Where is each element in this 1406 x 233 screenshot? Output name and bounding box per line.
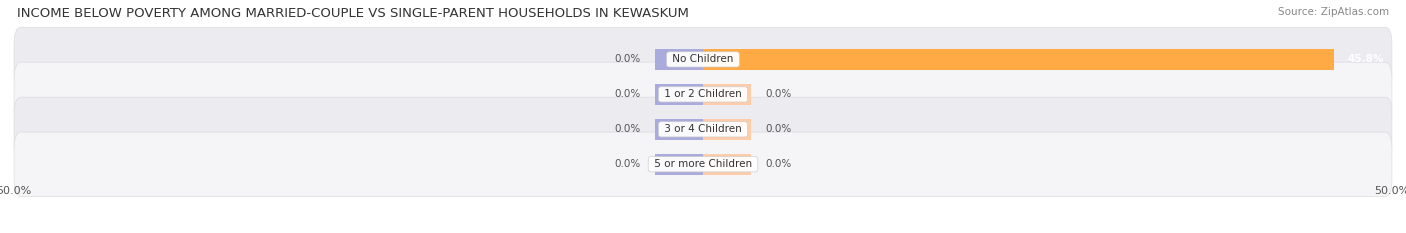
Text: 5 or more Children: 5 or more Children bbox=[651, 159, 755, 169]
Text: 0.0%: 0.0% bbox=[765, 124, 792, 134]
Bar bbox=[703, 49, 1334, 70]
Text: 0.0%: 0.0% bbox=[614, 55, 641, 64]
Text: 0.0%: 0.0% bbox=[614, 159, 641, 169]
Bar bbox=[703, 154, 751, 175]
Text: No Children: No Children bbox=[669, 55, 737, 64]
Bar bbox=[655, 49, 703, 70]
Text: 0.0%: 0.0% bbox=[614, 124, 641, 134]
Text: 0.0%: 0.0% bbox=[765, 89, 792, 99]
Text: 3 or 4 Children: 3 or 4 Children bbox=[661, 124, 745, 134]
Text: 0.0%: 0.0% bbox=[765, 159, 792, 169]
Text: 1 or 2 Children: 1 or 2 Children bbox=[661, 89, 745, 99]
FancyBboxPatch shape bbox=[14, 62, 1392, 127]
Bar bbox=[655, 84, 703, 105]
Bar bbox=[703, 84, 751, 105]
Text: Source: ZipAtlas.com: Source: ZipAtlas.com bbox=[1278, 7, 1389, 17]
Bar bbox=[655, 119, 703, 140]
Text: 45.8%: 45.8% bbox=[1348, 55, 1385, 64]
FancyBboxPatch shape bbox=[14, 27, 1392, 92]
Text: 0.0%: 0.0% bbox=[614, 89, 641, 99]
Bar bbox=[703, 119, 751, 140]
FancyBboxPatch shape bbox=[14, 132, 1392, 196]
FancyBboxPatch shape bbox=[14, 97, 1392, 161]
Text: INCOME BELOW POVERTY AMONG MARRIED-COUPLE VS SINGLE-PARENT HOUSEHOLDS IN KEWASKU: INCOME BELOW POVERTY AMONG MARRIED-COUPL… bbox=[17, 7, 689, 20]
Bar bbox=[655, 154, 703, 175]
